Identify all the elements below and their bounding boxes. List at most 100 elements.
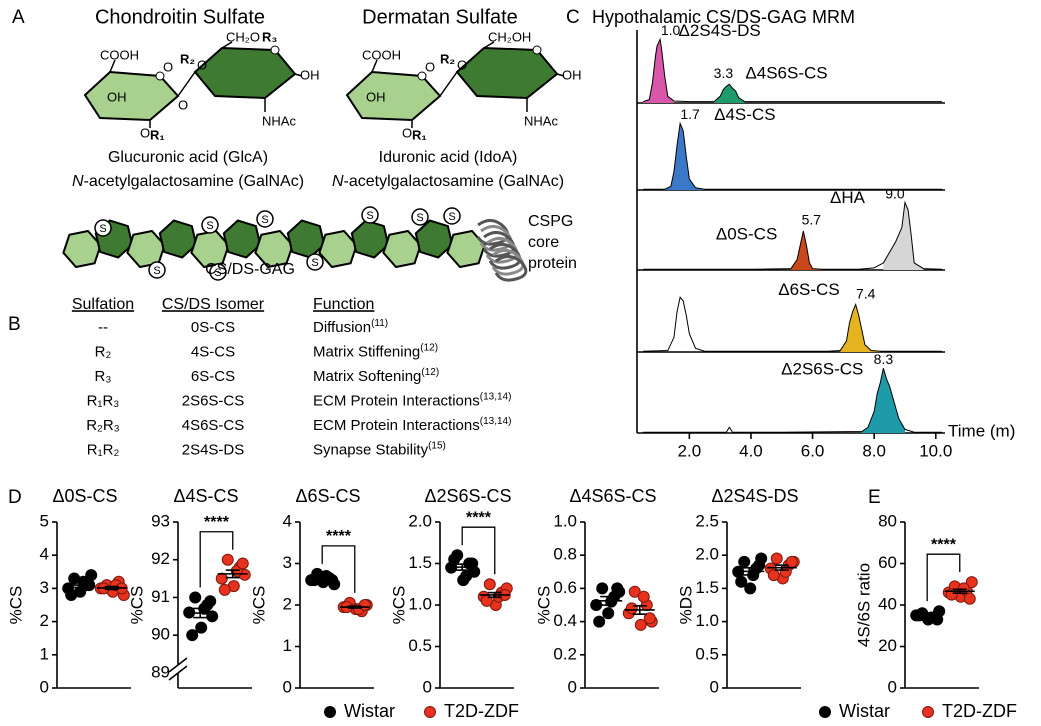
structure-title: Chondroitin Sulfate: [95, 6, 265, 28]
sulfation: --: [98, 319, 108, 336]
data-point: [596, 582, 609, 595]
data-point: [643, 612, 656, 625]
legend-marker: [922, 706, 934, 718]
sulfation: R₁R₂: [87, 441, 120, 458]
chain-sugar: [222, 219, 262, 259]
peak-name: ΔHA: [830, 188, 866, 207]
panel-letter: C: [566, 7, 580, 28]
y-tick-label: 2.5: [695, 511, 719, 530]
y-tick-label: 0: [423, 677, 432, 696]
peak-fill: [664, 123, 705, 190]
y-axis-label: %CS: [6, 586, 25, 625]
y-tick-label: 4: [40, 545, 49, 564]
sulfate-circle: [209, 263, 227, 281]
chain-sugar: [382, 229, 422, 269]
function-name: Synapse Stability: [313, 441, 429, 458]
sulfate-circle: [306, 253, 324, 271]
data-point: [602, 607, 615, 620]
ring-oxygen: [270, 45, 280, 55]
function-name: Matrix Stiffening: [313, 343, 420, 360]
y-tick-label: 3: [283, 553, 292, 572]
sulfate-label: S: [153, 265, 160, 277]
significance-bracket: [926, 553, 961, 602]
table-header: Function: [313, 296, 374, 313]
data-point: [358, 599, 371, 611]
chart-title: Δ2S4S-DS: [711, 486, 798, 506]
data-point: [965, 576, 978, 589]
y-tick-label: 0: [568, 677, 577, 696]
peak-fill: [861, 368, 905, 433]
sulfate-circle: [361, 206, 379, 224]
bond: [177, 71, 196, 97]
data-point: [204, 595, 217, 608]
legend-label: T2D-ZDF: [444, 701, 519, 721]
substituent: R₂: [180, 51, 195, 66]
y-tick-label: 0: [40, 677, 49, 696]
retention-time: 9.0: [885, 185, 905, 201]
y-axis-label: %DS: [676, 586, 695, 625]
data-point: [738, 555, 751, 568]
legend-label: T2D-ZDF: [942, 701, 1017, 721]
sulfate-circle: [148, 261, 166, 279]
sulfate-label: S: [206, 220, 213, 232]
substituent: R₃: [262, 29, 277, 44]
data-point: [637, 590, 650, 603]
y-tick-label: 20: [878, 636, 897, 655]
legend-label: Wistar: [839, 701, 890, 721]
ring-oxygen: [417, 71, 427, 81]
substituent: R₁: [412, 127, 427, 142]
atom-label: OH: [562, 67, 582, 82]
y-tick-label: 90: [151, 625, 170, 644]
structure-title: Dermatan Sulfate: [362, 6, 518, 28]
sulfate-label: S: [311, 257, 318, 269]
isomer: 4S6S-CS: [182, 417, 245, 434]
protein-label: core: [528, 234, 559, 251]
atom-label: NHAc: [524, 113, 558, 128]
panel-letter: D: [8, 487, 22, 508]
data-point: [779, 565, 792, 578]
bond: [556, 73, 565, 77]
ring-oxygen: [532, 45, 542, 55]
x-tick-label: 10.0: [919, 441, 952, 460]
legend-label: Wistar: [344, 701, 395, 721]
data-point: [744, 582, 757, 595]
reference: (11): [371, 318, 388, 329]
peak-name: Δ2S6S-CS: [781, 360, 863, 379]
sulfate-label: S: [214, 267, 221, 279]
data-point: [963, 592, 976, 605]
sulfate-circle: [94, 219, 112, 237]
y-axis-label: %CS: [534, 586, 553, 625]
sugar-name: Glucuronic acid (GlcA): [108, 149, 268, 166]
y-tick-label: 1.0: [553, 511, 577, 530]
atom-label: O: [163, 59, 173, 74]
data-point: [611, 582, 624, 595]
retention-time: 3.3: [714, 65, 734, 81]
sulfation: R₂R₃: [86, 417, 120, 434]
y-axis-label: 4S/6S ratio: [854, 563, 873, 647]
sulfate-label: S: [416, 212, 423, 224]
amine-italic: N: [332, 173, 344, 190]
axis-break: [168, 665, 188, 681]
y-tick-label: 0.2: [553, 644, 577, 663]
function: Diffusion(11): [313, 318, 388, 336]
y-tick-label: 4: [283, 511, 292, 530]
amine-italic: N: [72, 173, 84, 190]
trace-line: [643, 368, 942, 433]
amine-name: N-acetylgalactosamine (GalNAc): [332, 173, 564, 190]
retention-time: 7.4: [856, 285, 876, 301]
legend-marker: [324, 706, 336, 718]
significance-bracket: [461, 526, 496, 575]
core-protein: [491, 249, 525, 276]
chain-sugar: [446, 229, 486, 269]
sulfate-label: S: [99, 223, 106, 235]
y-tick-label: 0: [710, 677, 719, 696]
peak-name: Δ2S4S-DS: [679, 21, 761, 40]
sulfate-label: S: [448, 211, 455, 223]
panel-letter: A: [12, 7, 25, 28]
function: ECM Protein Interactions(13,14): [313, 391, 511, 409]
chart-title: Δ4S-CS: [173, 486, 238, 506]
x-tick-label: 4.0: [739, 441, 763, 460]
atom-label: O: [140, 125, 150, 140]
